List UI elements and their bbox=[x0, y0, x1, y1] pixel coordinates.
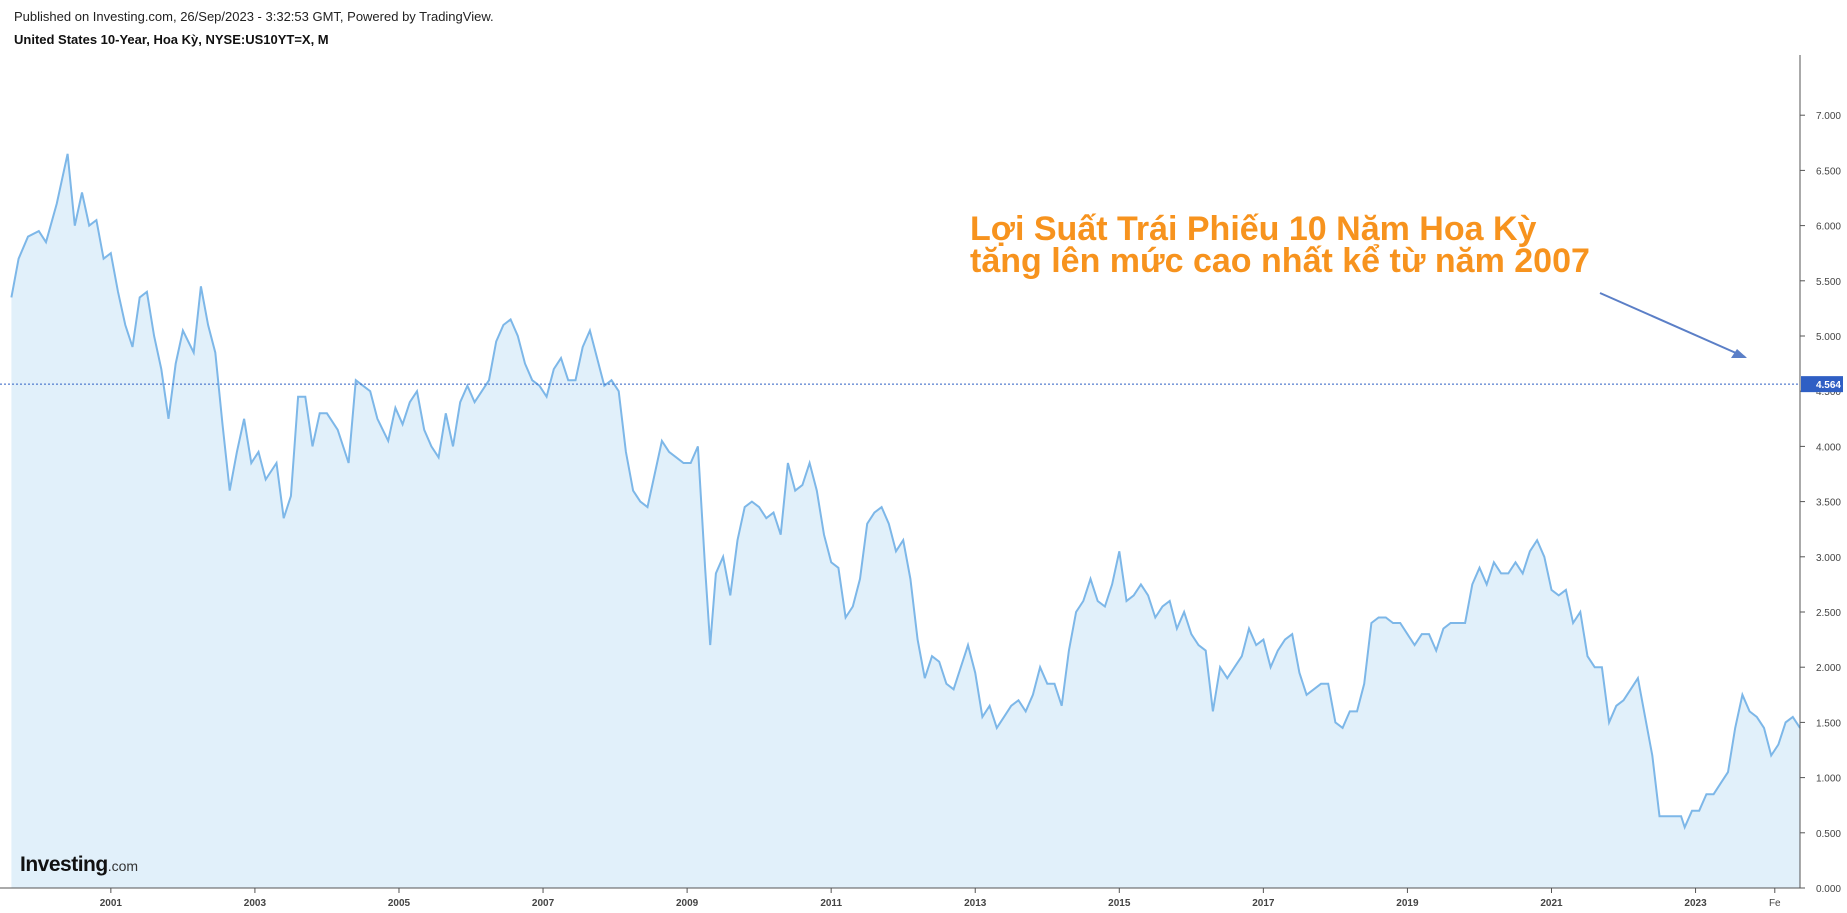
series-line bbox=[10, 153, 1801, 831]
x-tick-label: 2013 bbox=[964, 898, 987, 909]
symbol-title: United States 10-Year, Hoa Kỳ, NYSE:US10… bbox=[14, 32, 329, 47]
y-tick-label: 7.000 bbox=[1816, 111, 1841, 122]
y-tick-label: 6.000 bbox=[1816, 222, 1841, 233]
x-tick-label: 2001 bbox=[100, 898, 123, 909]
logo-suffix: .com bbox=[107, 858, 139, 874]
x-tick-label: 2003 bbox=[244, 898, 267, 909]
y-tick-label: 3.500 bbox=[1816, 498, 1841, 509]
last-value-label: 4.564 bbox=[1816, 380, 1841, 391]
last-value-badge: 4.564 bbox=[1801, 376, 1843, 393]
y-tick-label: 1.000 bbox=[1816, 774, 1841, 785]
investing-logo: Investing.com bbox=[20, 853, 138, 877]
y-tick-label: 4.500 bbox=[1816, 387, 1841, 398]
y-tick-label: 0.500 bbox=[1816, 829, 1841, 840]
y-tick-label: 6.500 bbox=[1816, 166, 1841, 177]
y-tick-label: 3.000 bbox=[1816, 553, 1841, 564]
x-tick-label: 2017 bbox=[1252, 898, 1275, 909]
annotation-arrow bbox=[1599, 292, 1747, 358]
x-tick-label: Fe bbox=[1769, 898, 1781, 909]
y-tick-label: 1.500 bbox=[1816, 718, 1841, 729]
y-tick-label: 0.000 bbox=[1816, 884, 1841, 895]
y-tick-label: 5.000 bbox=[1816, 332, 1841, 343]
x-tick-label: 2007 bbox=[532, 898, 555, 909]
x-tick-label: 2009 bbox=[676, 898, 699, 909]
x-tick-label: 2015 bbox=[1108, 898, 1131, 909]
y-tick-group: 0.000 0.500 1.000 1.500 2.000 2.500 3.000 3.500… bbox=[1800, 111, 1841, 895]
arrow-head bbox=[1731, 349, 1747, 358]
last-value-badge-bg bbox=[1801, 376, 1843, 393]
x-tick-label: 2011 bbox=[820, 898, 842, 909]
published-caption: Published on Investing.com, 26/Sep/2023 … bbox=[14, 9, 494, 24]
y-tick-label: 2.500 bbox=[1816, 608, 1841, 619]
x-tick-label: 2023 bbox=[1684, 898, 1707, 909]
y-tick-label: 4.000 bbox=[1816, 442, 1841, 453]
arrow-shaft bbox=[1599, 292, 1746, 358]
x-tick-group: 2001 2003 2005 2007 2009 2011 2013 2015 2017 2019… bbox=[100, 888, 1781, 909]
series-area bbox=[11, 153, 1800, 889]
x-tick-label: 2021 bbox=[1540, 898, 1563, 909]
x-tick-label: 2005 bbox=[388, 898, 411, 909]
x-tick-label: 2019 bbox=[1396, 898, 1419, 909]
logo-wordmark: Investing bbox=[20, 853, 108, 876]
y-tick-label: 5.500 bbox=[1816, 277, 1841, 288]
annotation-line-1: Lợi Suất Trái Phiếu 10 Năm Hoa Kỳ bbox=[970, 210, 1537, 248]
annotation-line-2: tăng lên mức cao nhất kể từ năm 2007 bbox=[970, 242, 1590, 280]
y-tick-label: 2.000 bbox=[1816, 663, 1841, 674]
